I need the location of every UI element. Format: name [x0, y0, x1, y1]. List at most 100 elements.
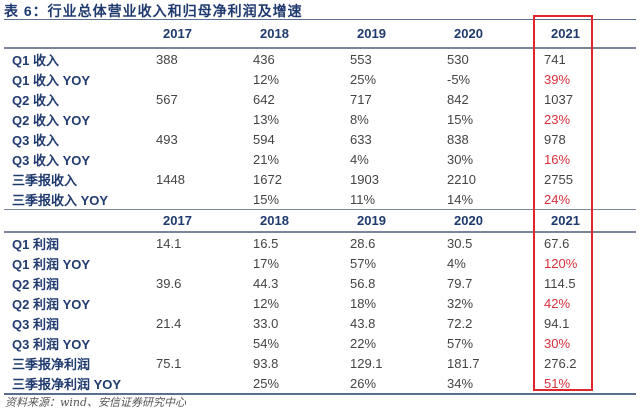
cell-value: 1448	[156, 171, 185, 187]
cell-value: 44.3	[253, 275, 279, 291]
cell-value: 57%	[350, 255, 377, 271]
cell-value: 25%	[350, 71, 377, 87]
cell-value	[150, 333, 247, 353]
cell-value: 32%	[447, 295, 474, 311]
cell-value: 642	[253, 91, 275, 107]
cell-value: 22%	[350, 335, 377, 351]
row-label: 三季报净利润	[12, 356, 91, 372]
cell-value: 14%	[447, 191, 474, 207]
year-header: 2020	[441, 209, 538, 233]
cell-value: 717	[350, 91, 372, 107]
cell-value: 120%	[544, 255, 578, 271]
header-empty	[4, 209, 150, 233]
cell-value: 842	[447, 91, 469, 107]
year-header: 2019	[344, 209, 441, 233]
header-row: 2017 2018 2019 2020 2021	[4, 209, 636, 233]
row-label: Q2 利润 YOY	[12, 296, 91, 312]
header-row: 2017 2018 2019 2020 2021	[4, 20, 636, 49]
cell-value: 23%	[544, 111, 571, 127]
cell-value: 43.8	[350, 315, 376, 331]
cell-value: 28.6	[350, 235, 376, 251]
cell-value: 1037	[544, 91, 573, 107]
year-header: 2021	[538, 209, 636, 233]
table-row: Q3 收入 493 594 633 838 978	[4, 129, 636, 149]
cell-value: 30%	[447, 151, 474, 167]
table-title: 表 6：行业总体营业收入和归母净利润及增速	[4, 3, 303, 19]
cell-value: 18%	[350, 295, 377, 311]
highlight-box-2021	[533, 15, 593, 391]
cell-value: 17%	[253, 255, 280, 271]
cell-value: 56.8	[350, 275, 376, 291]
cell-value: 25%	[247, 373, 344, 395]
cell-value: -5%	[447, 71, 471, 87]
table-row: 三季报净利润 75.1 93.8 129.1 181.7 276.2	[4, 353, 636, 373]
cell-value: 181.7	[447, 355, 480, 371]
cell-value: 94.1	[544, 315, 570, 331]
table-row: Q1 利润 YOY 17% 57% 4% 120%	[4, 253, 636, 273]
row-label: Q3 收入 YOY	[12, 152, 91, 168]
year-header: 2017	[150, 20, 247, 49]
cell-value: 42%	[544, 295, 571, 311]
cell-value: 54%	[253, 335, 280, 351]
table-row: Q3 利润 YOY 54% 22% 57% 30%	[4, 333, 636, 353]
table-row: Q3 利润 21.4 33.0 43.8 72.2 94.1	[4, 313, 636, 333]
cell-value: 2755	[544, 171, 573, 187]
row-label: Q3 利润 YOY	[12, 336, 91, 352]
cell-value: 39.6	[156, 275, 182, 291]
cell-value: 553	[350, 51, 372, 67]
table-row: Q2 收入 YOY 13% 8% 15% 23%	[4, 109, 636, 129]
cell-value: 978	[544, 131, 566, 147]
cell-value: 26%	[344, 373, 441, 395]
cell-value: 8%	[350, 111, 369, 127]
table-row: Q1 收入 388 436 553 530 741	[4, 48, 636, 69]
cell-value: 11%	[350, 191, 376, 207]
cell-value: 57%	[447, 335, 474, 351]
cell-value: 21%	[253, 151, 280, 167]
cell-value: 93.8	[253, 355, 279, 371]
row-label: Q2 收入 YOY	[12, 112, 91, 128]
cell-value: 276.2	[544, 355, 577, 371]
cell-value	[150, 149, 247, 169]
cell-value: 15%	[253, 191, 280, 207]
cell-value: 838	[447, 131, 469, 147]
table-row: Q1 收入 YOY 12% 25% -5% 39%	[4, 69, 636, 89]
cell-value	[150, 293, 247, 313]
year-header: 2019	[344, 20, 441, 49]
row-label: Q2 利润	[12, 276, 59, 292]
cell-value	[150, 69, 247, 89]
year-header: 2018	[247, 20, 344, 49]
cell-value: 114.5	[544, 275, 576, 291]
row-label: 三季报收入	[12, 172, 78, 188]
cell-value: 14.1	[156, 235, 182, 251]
cell-value	[150, 109, 247, 129]
cell-value: 67.6	[544, 235, 570, 251]
cell-value: 30.5	[447, 235, 473, 251]
year-header: 2021	[538, 20, 636, 49]
cell-value: 34%	[441, 373, 538, 395]
divider	[4, 19, 636, 20]
cell-value: 1672	[253, 171, 282, 187]
row-label: Q1 收入 YOY	[12, 72, 91, 88]
row-label: Q3 利润	[12, 316, 59, 332]
cell-value: 567	[156, 91, 178, 107]
cell-value: 75.1	[156, 355, 182, 371]
cell-value: 530	[447, 51, 469, 67]
cell-value: 2210	[447, 171, 476, 187]
row-label: Q2 收入	[12, 92, 59, 108]
table-row: Q3 收入 YOY 21% 4% 30% 16%	[4, 149, 636, 169]
cell-value: 4%	[447, 255, 466, 271]
cell-value: 13%	[253, 111, 280, 127]
cell-value	[150, 373, 247, 395]
cell-value	[150, 253, 247, 273]
cell-value: 493	[156, 131, 178, 147]
cell-value: 741	[544, 51, 566, 67]
cell-value: 16%	[544, 151, 571, 167]
cell-value: 24%	[544, 191, 571, 207]
financial-table: 2017 2018 2019 2020 2021 Q1 收入 388 436 553 530 741…	[4, 20, 636, 395]
year-header: 2020	[441, 20, 538, 49]
cell-value: 129.1	[350, 355, 383, 371]
table-row: 三季报收入 1448 1672 1903 2210 2755	[4, 169, 636, 189]
table-row: Q1 利润 14.1 16.5 28.6 30.5 67.6	[4, 232, 636, 253]
table-row: Q2 利润 39.6 44.3 56.8 79.7 114.5	[4, 273, 636, 293]
table-row: Q2 利润 YOY 12% 18% 32% 42%	[4, 293, 636, 313]
